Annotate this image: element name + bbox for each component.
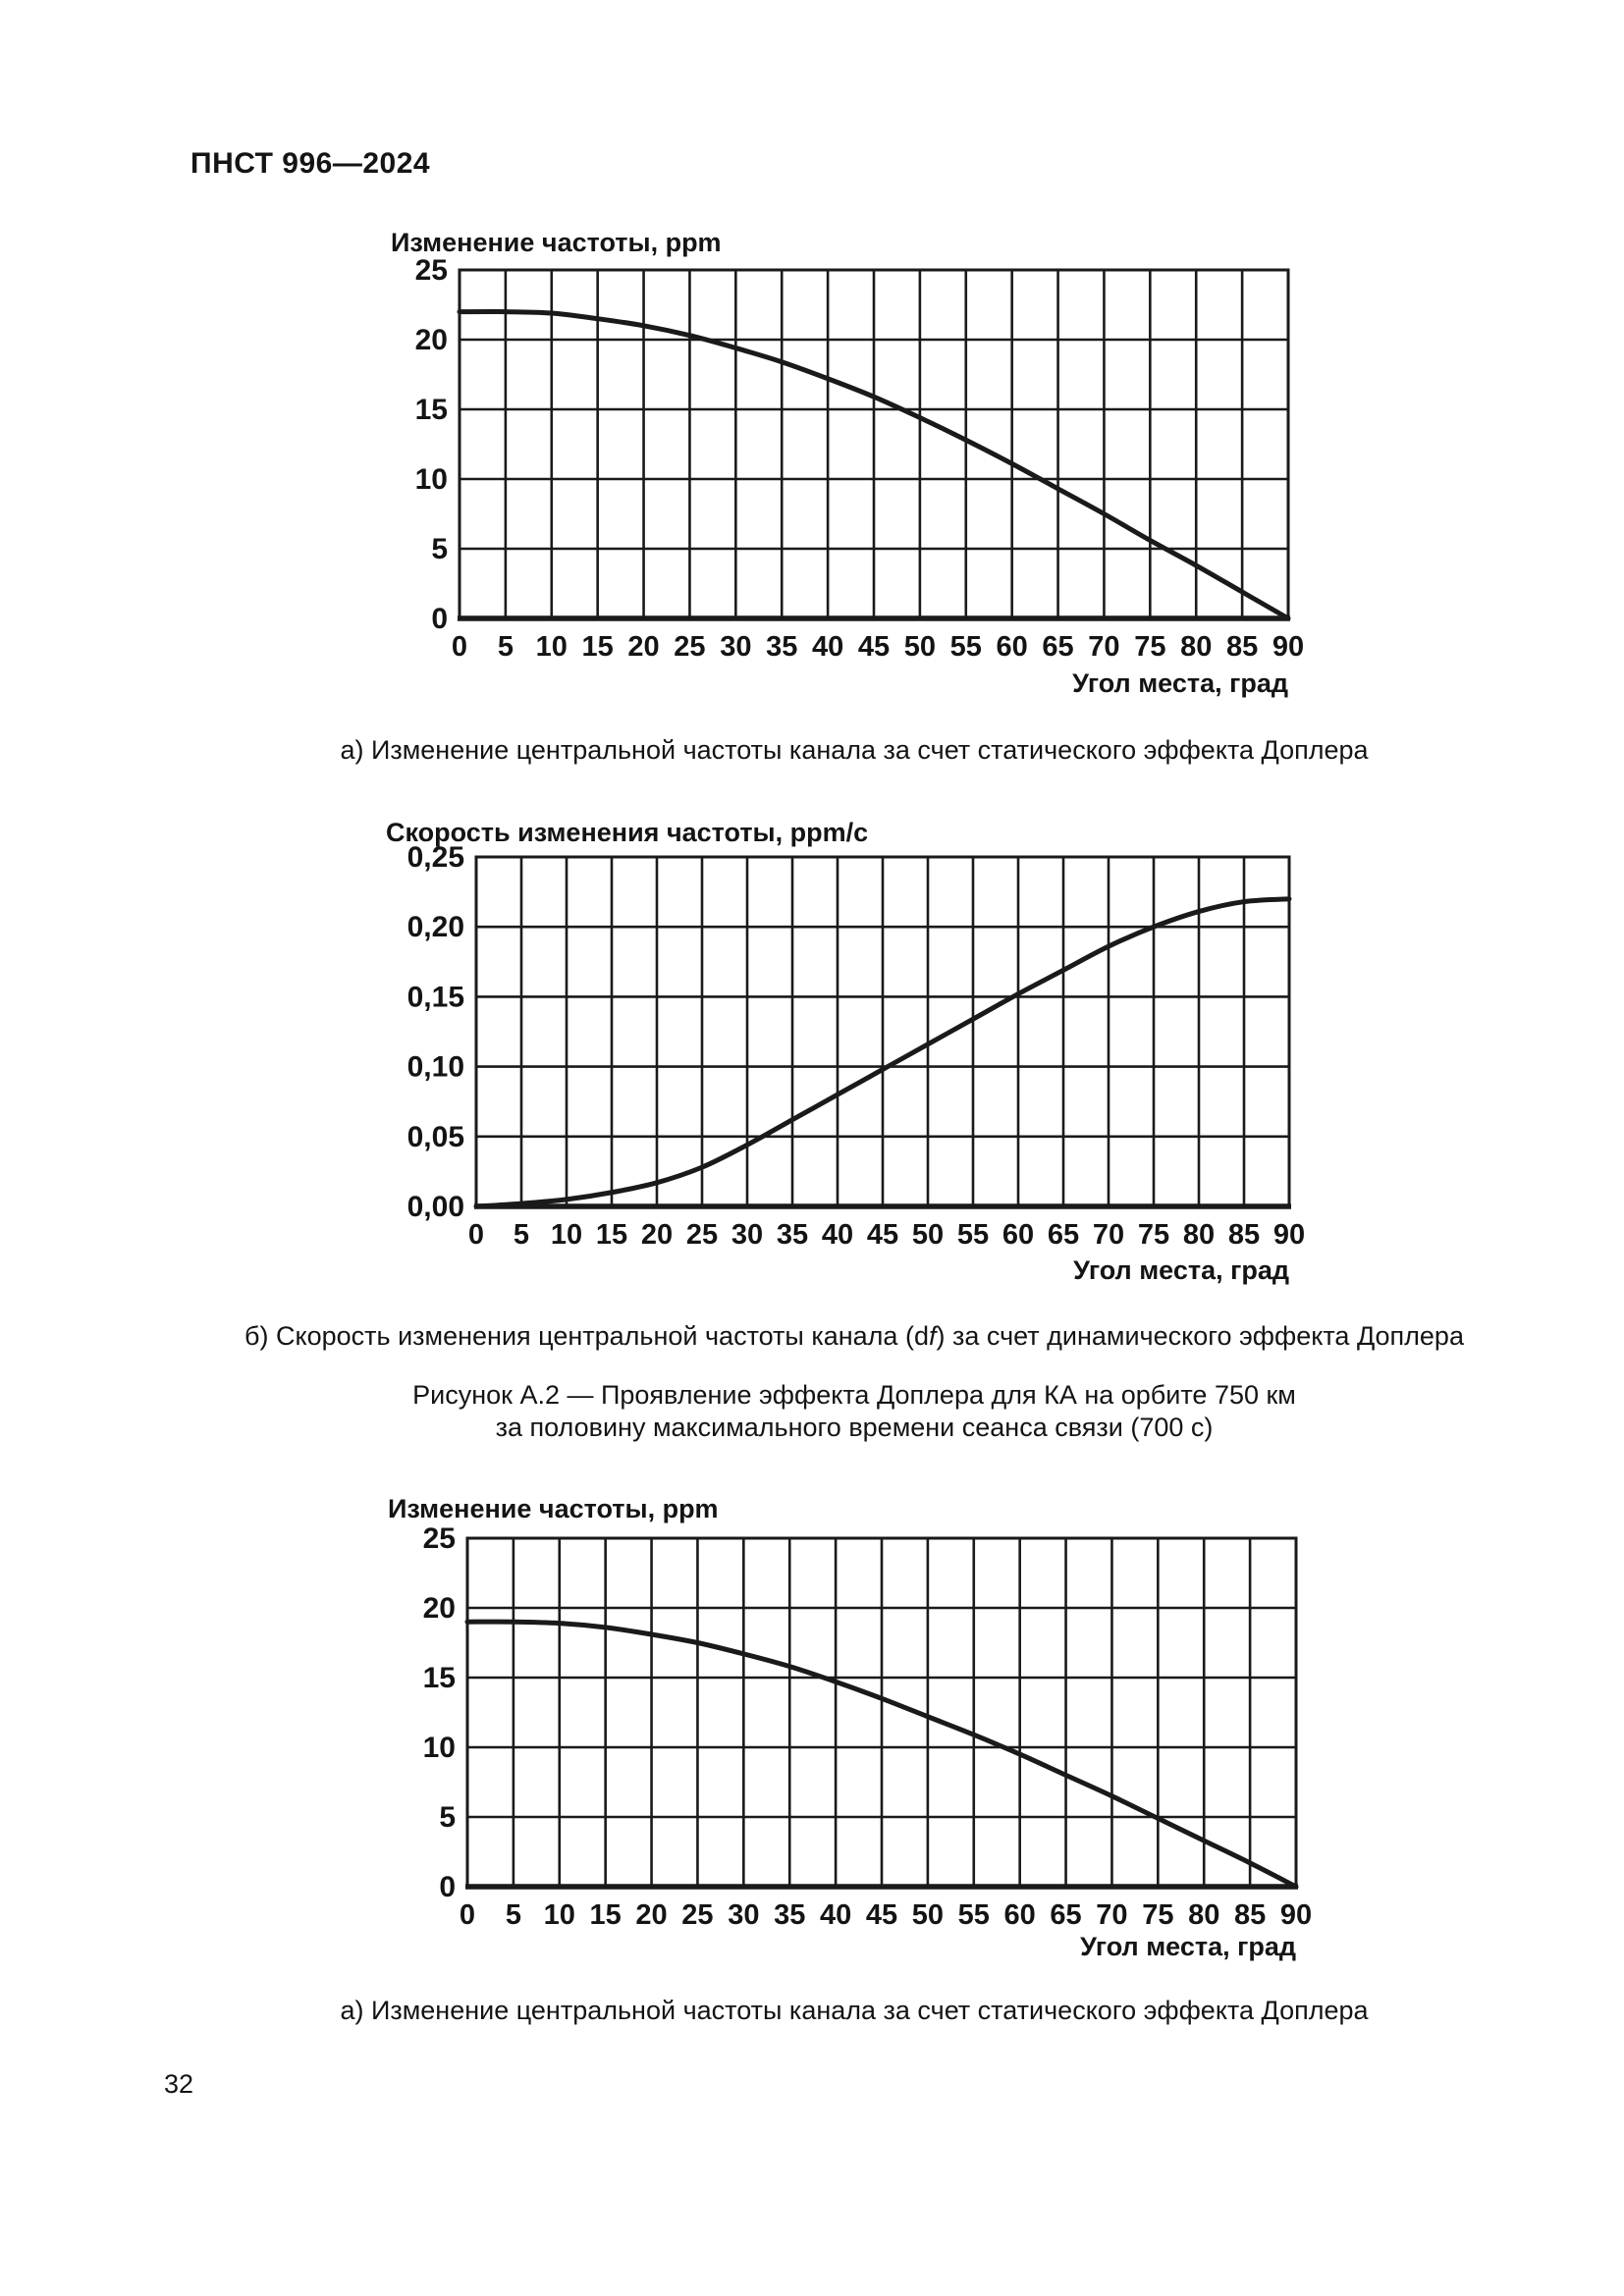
x-tick-label: 80 [1183,1219,1215,1251]
x-tick-label: 30 [720,631,751,663]
x-tick-label: 90 [1272,631,1304,663]
y-tick-label: 0 [439,1871,456,1903]
y-tick-label: 20 [415,324,448,356]
frequency-change-chart-1-title: Изменение частоты, ppm [391,228,722,257]
x-tick-label: 85 [1234,1899,1266,1931]
x-tick-label: 45 [858,631,890,663]
x-tick-label: 25 [681,1899,713,1931]
frequency-change-chart-2-title: Изменение частоты, ppm [388,1494,719,1523]
x-tick-label: 70 [1088,631,1119,663]
caption-b-suffix: ) за счет динамического эффекта Доплера [936,1321,1464,1351]
x-tick-label: 10 [551,1219,582,1251]
x-tick-label: 55 [958,1899,990,1931]
y-tick-label: 0,10 [407,1051,464,1084]
x-tick-label: 15 [582,631,614,663]
x-tick-label: 0 [452,631,467,663]
x-tick-label: 50 [912,1899,944,1931]
x-tick-label: 0 [460,1899,475,1931]
caption-b: б) Скорость изменения центральной частот… [196,1321,1512,1352]
x-tick-label: 20 [627,631,659,663]
x-tick-label: 75 [1142,1899,1173,1931]
x-tick-label: 60 [1004,1899,1036,1931]
x-tick-label: 5 [506,1899,521,1931]
frequency-change-chart-2-xaxis-label: Угол места, град [1080,1932,1296,1961]
x-tick-label: 75 [1134,631,1165,663]
x-tick-label: 20 [635,1899,667,1931]
x-tick-label: 65 [1042,631,1073,663]
x-tick-label: 90 [1280,1899,1312,1931]
x-tick-label: 85 [1226,631,1258,663]
x-tick-label: 75 [1138,1219,1169,1251]
x-tick-label: 10 [544,1899,575,1931]
y-tick-label: 0,05 [407,1121,464,1153]
page-header: ПНСТ 996—2024 [190,147,431,180]
x-tick-label: 55 [957,1219,989,1251]
caption-a-top: а) Изменение центральной частоты канала … [340,735,1369,765]
x-tick-label: 25 [674,631,705,663]
y-tick-label: 25 [415,254,448,287]
x-tick-label: 60 [997,631,1028,663]
x-tick-label: 35 [774,1899,805,1931]
x-tick-label: 85 [1228,1219,1260,1251]
frequency-change-chart-1-xaxis-label: Угол места, град [1072,668,1288,698]
x-tick-label: 80 [1180,631,1212,663]
frequency-change-chart-2-plot: 0 5 10 15 20 25 30 35 40 45 50 55 60 65 70 75 80 85 900510… [423,1522,1312,1931]
x-tick-label: 45 [867,1219,898,1251]
y-tick-label: 0,15 [407,981,464,1013]
x-tick-label: 70 [1096,1899,1127,1931]
y-tick-label: 0,20 [407,911,464,943]
x-tick-label: 35 [777,1219,808,1251]
y-tick-label: 15 [423,1662,456,1694]
x-tick-label: 45 [866,1899,897,1931]
x-tick-label: 15 [590,1899,622,1931]
y-tick-label: 5 [431,533,448,565]
x-tick-label: 30 [728,1899,759,1931]
x-tick-label: 5 [514,1219,529,1251]
x-tick-label: 65 [1050,1899,1081,1931]
caption-b-prefix: б) Скорость изменения центральной частот… [244,1321,929,1351]
y-tick-label: 15 [415,394,448,426]
x-tick-label: 90 [1273,1219,1305,1251]
x-tick-label: 30 [731,1219,763,1251]
x-tick-label: 20 [641,1219,673,1251]
x-tick-label: 60 [1002,1219,1034,1251]
y-tick-label: 10 [423,1732,456,1764]
x-tick-label: 0 [468,1219,484,1251]
y-tick-label: 0,25 [407,841,464,874]
y-tick-label: 0 [431,603,448,635]
x-tick-label: 40 [812,631,843,663]
x-tick-label: 55 [950,631,982,663]
x-tick-label: 80 [1188,1899,1219,1931]
frequency-change-chart-1-plot: 0 5 10 15 20 25 30 35 40 45 50 55 60 65 70 75 80 85 900510… [415,254,1304,663]
y-tick-label: 0,00 [407,1191,464,1223]
caption-a-bottom: а) Изменение центральной частоты канала … [340,1996,1369,2025]
y-tick-label: 25 [423,1522,456,1555]
x-tick-label: 50 [904,631,936,663]
y-tick-label: 10 [415,463,448,496]
x-tick-label: 15 [596,1219,627,1251]
x-tick-label: 50 [912,1219,944,1251]
frequency-rate-chart-title: Скорость изменения частоты, ppm/с [386,818,869,847]
figure-caption-line1: Рисунок А.2 — Проявление эффекта Доплера… [412,1380,1296,1410]
x-tick-label: 65 [1048,1219,1079,1251]
frequency-rate-chart-xaxis-label: Угол места, град [1073,1255,1289,1285]
y-tick-label: 20 [423,1592,456,1625]
x-tick-label: 35 [766,631,797,663]
x-tick-label: 10 [536,631,568,663]
frequency-rate-chart-plot: 0 5 10 15 20 25 30 35 40 45 50 55 60 65 70 75 80 85 90 0,00… [407,841,1305,1251]
x-tick-label: 25 [686,1219,718,1251]
x-tick-label: 40 [822,1219,853,1251]
caption-b-italic-f: f [928,1321,937,1351]
x-tick-label: 40 [820,1899,851,1931]
page-number: 32 [164,2069,194,2099]
x-tick-label: 70 [1093,1219,1124,1251]
y-tick-label: 5 [439,1801,456,1834]
x-tick-label: 5 [498,631,514,663]
figure-caption-line2: за половину максимального времени сеанса… [495,1413,1214,1442]
